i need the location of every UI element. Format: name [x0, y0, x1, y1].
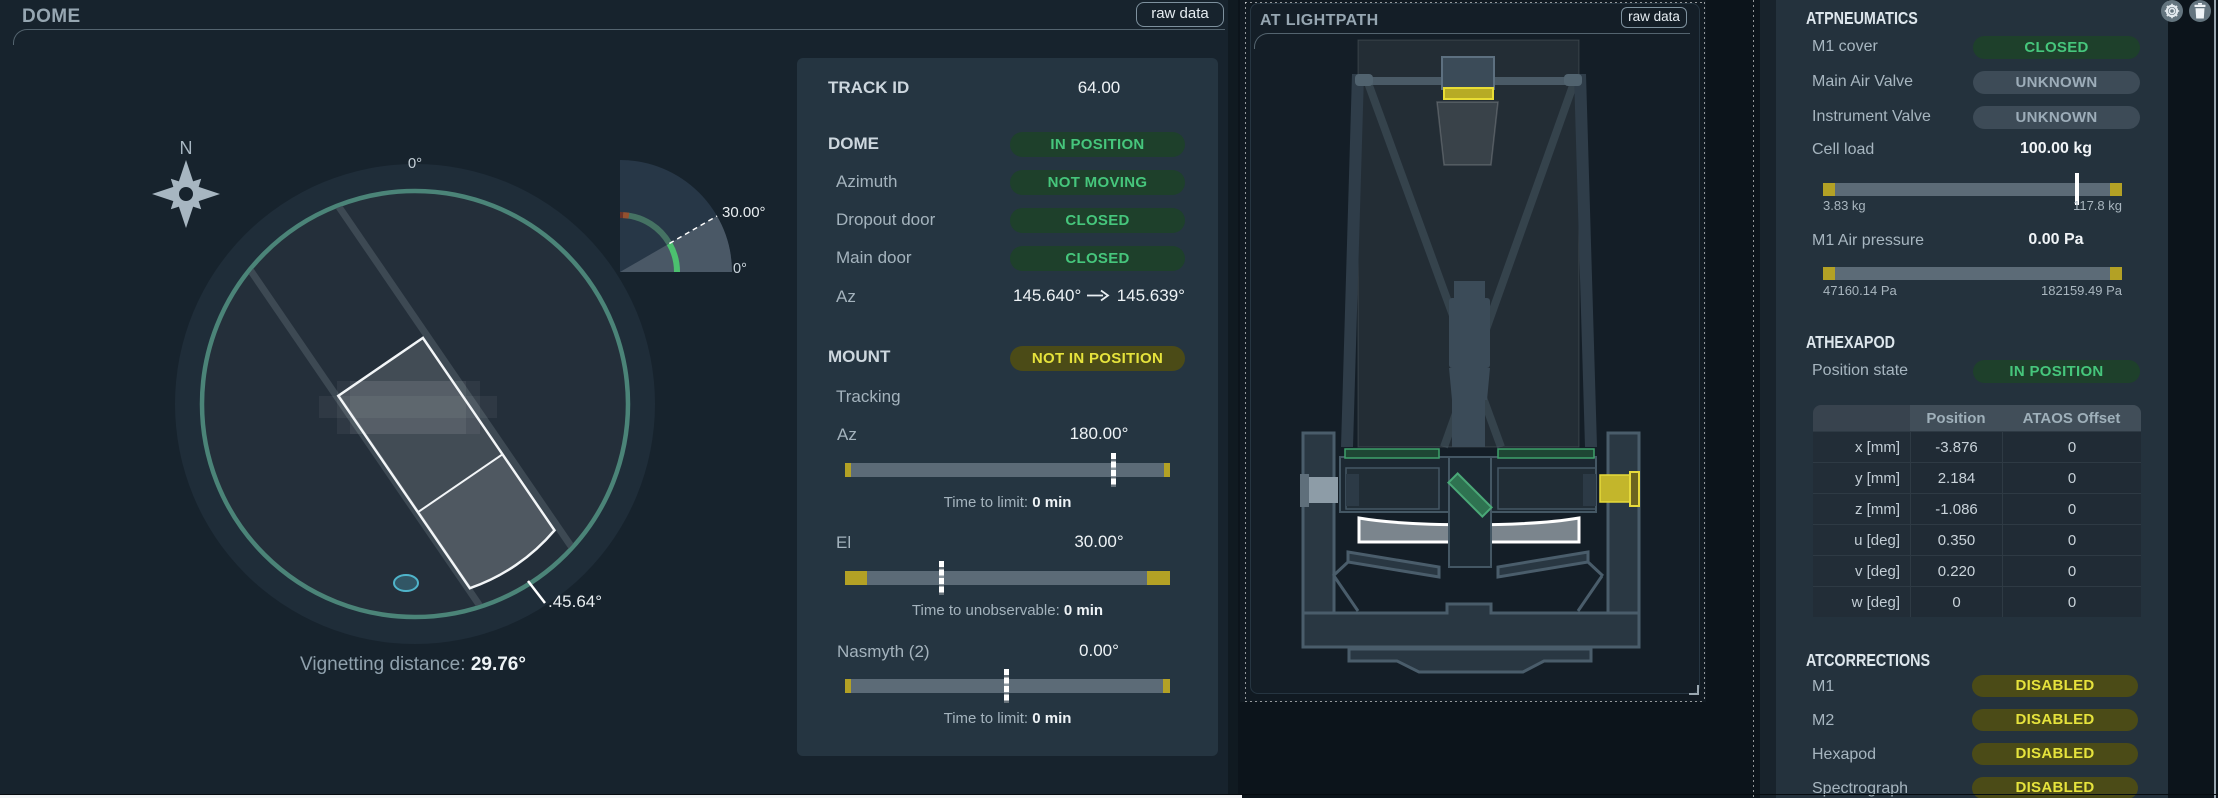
- svg-text:30.00°: 30.00°: [722, 204, 766, 221]
- svg-text:0°: 0°: [408, 155, 422, 172]
- svg-text:N: N: [180, 138, 193, 158]
- svg-text:.45.64°: .45.64°: [548, 592, 602, 611]
- svg-text:Vignetting distance: 29.76°: Vignetting distance: 29.76°: [300, 654, 526, 675]
- svg-text:0°: 0°: [733, 261, 747, 277]
